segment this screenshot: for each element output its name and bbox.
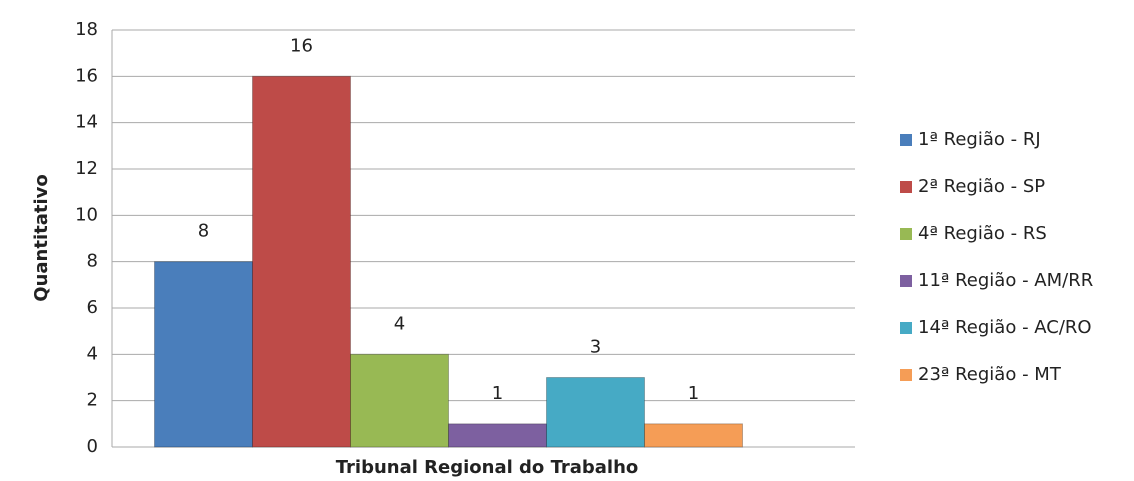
data-label: 4 — [394, 313, 405, 334]
legend-label: 1ª Região - RJ — [918, 129, 1041, 150]
legend-label: 23ª Região - MT — [918, 364, 1062, 385]
bar — [546, 377, 645, 448]
data-label: 16 — [290, 35, 313, 56]
data-label: 1 — [688, 383, 699, 404]
y-tick-label: 16 — [75, 65, 98, 86]
bar — [154, 261, 253, 448]
legend-swatch — [900, 275, 912, 287]
y-tick-label: 10 — [75, 204, 98, 225]
data-label: 8 — [198, 221, 209, 242]
legend-label: 4ª Região - RS — [918, 223, 1047, 244]
legend-label: 11ª Região - AM/RR — [918, 270, 1093, 291]
legend-swatch — [900, 369, 912, 381]
bar — [252, 75, 351, 448]
y-tick-label: 18 — [75, 19, 98, 40]
y-tick-label: 4 — [87, 343, 98, 364]
legend-swatch — [900, 228, 912, 240]
bar — [350, 353, 449, 448]
legend-label: 2ª Região - SP — [918, 176, 1045, 197]
y-tick-label: 2 — [87, 390, 98, 411]
legend-label: 14ª Região - AC/RO — [918, 317, 1092, 338]
data-label: 1 — [492, 383, 503, 404]
data-label: 3 — [590, 337, 601, 358]
y-tick-label: 14 — [75, 112, 98, 133]
y-tick-label: 0 — [87, 436, 98, 457]
y-tick-label: 6 — [87, 297, 98, 318]
y-tick-label: 8 — [87, 251, 98, 272]
bar — [644, 423, 743, 448]
legend-swatch — [900, 322, 912, 334]
y-tick-label: 12 — [75, 158, 98, 179]
y-axis-label: Quantitativo — [31, 174, 52, 301]
legend-swatch — [900, 181, 912, 193]
bar — [448, 423, 547, 448]
x-axis-label: Tribunal Regional do Trabalho — [336, 457, 639, 478]
legend-swatch — [900, 134, 912, 146]
